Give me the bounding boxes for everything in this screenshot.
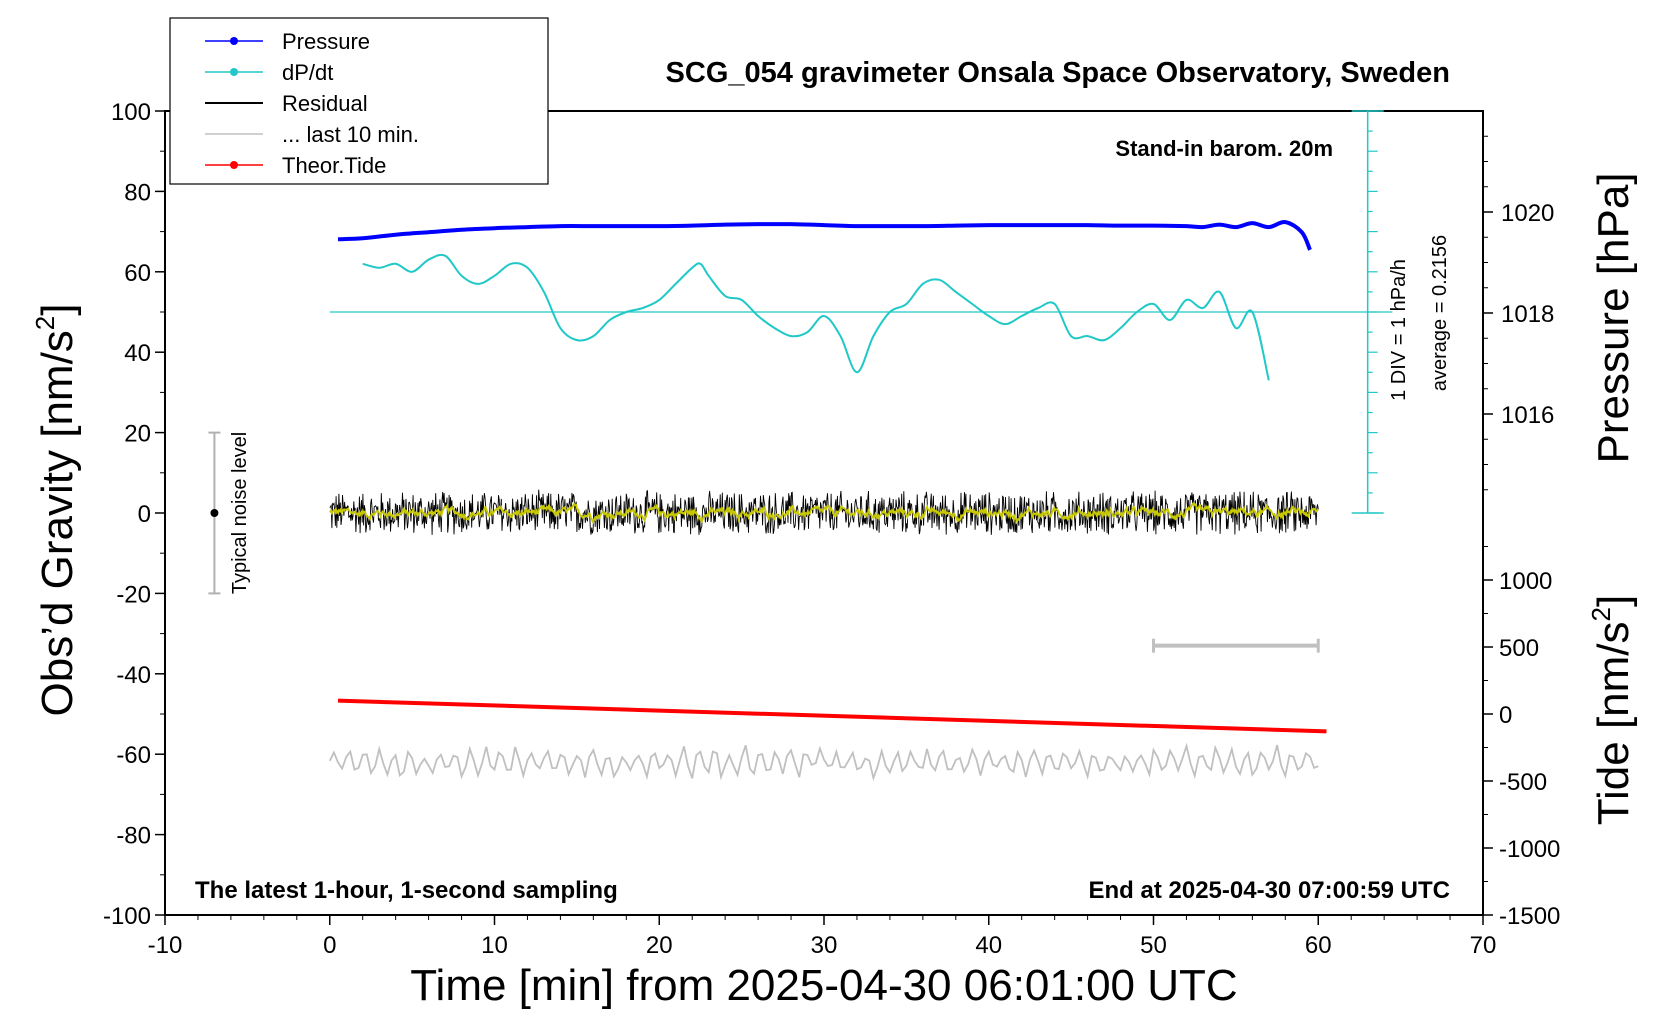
y-axis-title-end: ] [33,303,82,315]
bottom-left-note: The latest 1-hour, 1-second sampling [195,877,618,904]
noise-label: Typical noise level [229,432,251,594]
x-tick-label: 30 [811,932,838,959]
legend: Pressure dP/dt Residual ... last 10 min. The… [169,17,549,185]
noise-bar-dot [210,509,219,517]
series-last10-line [328,742,1319,782]
pressure-axis-title: Pressure [hPa] [1589,172,1638,463]
y-tick-label: 80 [124,179,151,206]
legend-label: dP/dt [282,60,333,85]
y-tick-label: 100 [111,99,151,126]
x-tick-label: 60 [1305,932,1332,959]
pressure-tick-label: 1016 [1501,402,1554,429]
y-tick-label: -80 [116,823,151,850]
series-residual-smooth-line [329,502,1319,525]
x-tick-label: 20 [646,932,673,959]
y-tick-label: 40 [124,340,151,367]
legend-box [169,17,549,185]
legend-label: Theor.Tide [282,153,386,178]
legend-label: Pressure [282,29,370,54]
y-tick-label: -40 [116,662,151,689]
series-residual-line [329,489,1319,535]
y-tick-label: 20 [124,421,151,448]
pressure-axis-ticks: 1020 1018 1016 [1483,135,1554,491]
tide-axis-title-sup: 2 [1586,607,1616,621]
legend-marker [230,161,238,169]
y-tick-label: -20 [116,581,151,608]
y-tick-label: -100 [103,903,151,930]
x-axis-title: Time [min] from 2025-04-30 06:01:00 UTC [410,961,1237,1010]
tide-tick-label: 0 [1499,702,1512,729]
x-tick-label: -10 [148,932,183,959]
chart-title: SCG_054 gravimeter Onsala Space Observat… [666,57,1450,89]
x-tick-label: 10 [481,932,508,959]
tide-axis-ticks: 1000 500 0 -500 -1000 -1500 [1483,546,1560,930]
series-dp-dt-line [362,253,1270,381]
series-layer [208,220,1393,782]
y-axis-title: Obs’d Gravity [nm/s2] [30,303,82,716]
pressure-tick-label: 1018 [1501,301,1554,328]
pressure-tick-label: 1020 [1501,200,1554,227]
legend-label: Residual [282,91,368,116]
tide-tick-label: -1500 [1499,903,1560,930]
y-tick-label: -60 [116,742,151,769]
legend-label: ... last 10 min. [282,122,419,147]
tide-tick-label: 500 [1499,635,1539,662]
bottom-right-note: End at 2025-04-30 07:00:59 UTC [1089,877,1451,904]
y-axis-title-main: Obs’d Gravity [nm/s [33,330,82,716]
x-tick-label: 0 [323,932,336,959]
tide-tick-label: -500 [1499,769,1547,796]
tide-axis-title-main: Tide [nm/s [1589,621,1638,825]
y-tick-label: 60 [124,260,151,287]
x-tick-label: 40 [975,932,1002,959]
series-theor-tide-line [337,698,1327,734]
x-tick-label: 70 [1470,932,1497,959]
tide-tick-label: -1000 [1499,836,1560,863]
average-label: average = 0.2156 [1429,235,1451,391]
x-axis-ticks: -10 0 10 20 30 40 50 60 70 [148,915,1497,959]
tide-axis-title: Tide [nm/s2] [1586,595,1638,825]
y-axis-ticks: 100 80 60 40 20 0 -20 -40 -60 -80 -100 [103,99,165,930]
legend-marker [230,37,238,45]
series-pressure-line [337,220,1312,251]
barometer-note: Stand-in barom. 20m [1115,136,1333,161]
y-tick-label: 0 [138,501,151,528]
y-axis-title-sup: 2 [30,316,60,330]
legend-marker [230,68,238,76]
tide-axis-title-end: ] [1589,595,1638,607]
tide-tick-label: 1000 [1499,568,1552,595]
div-label: 1 DIV = 1 hPa/h [1388,259,1410,401]
x-tick-label: 50 [1140,932,1167,959]
